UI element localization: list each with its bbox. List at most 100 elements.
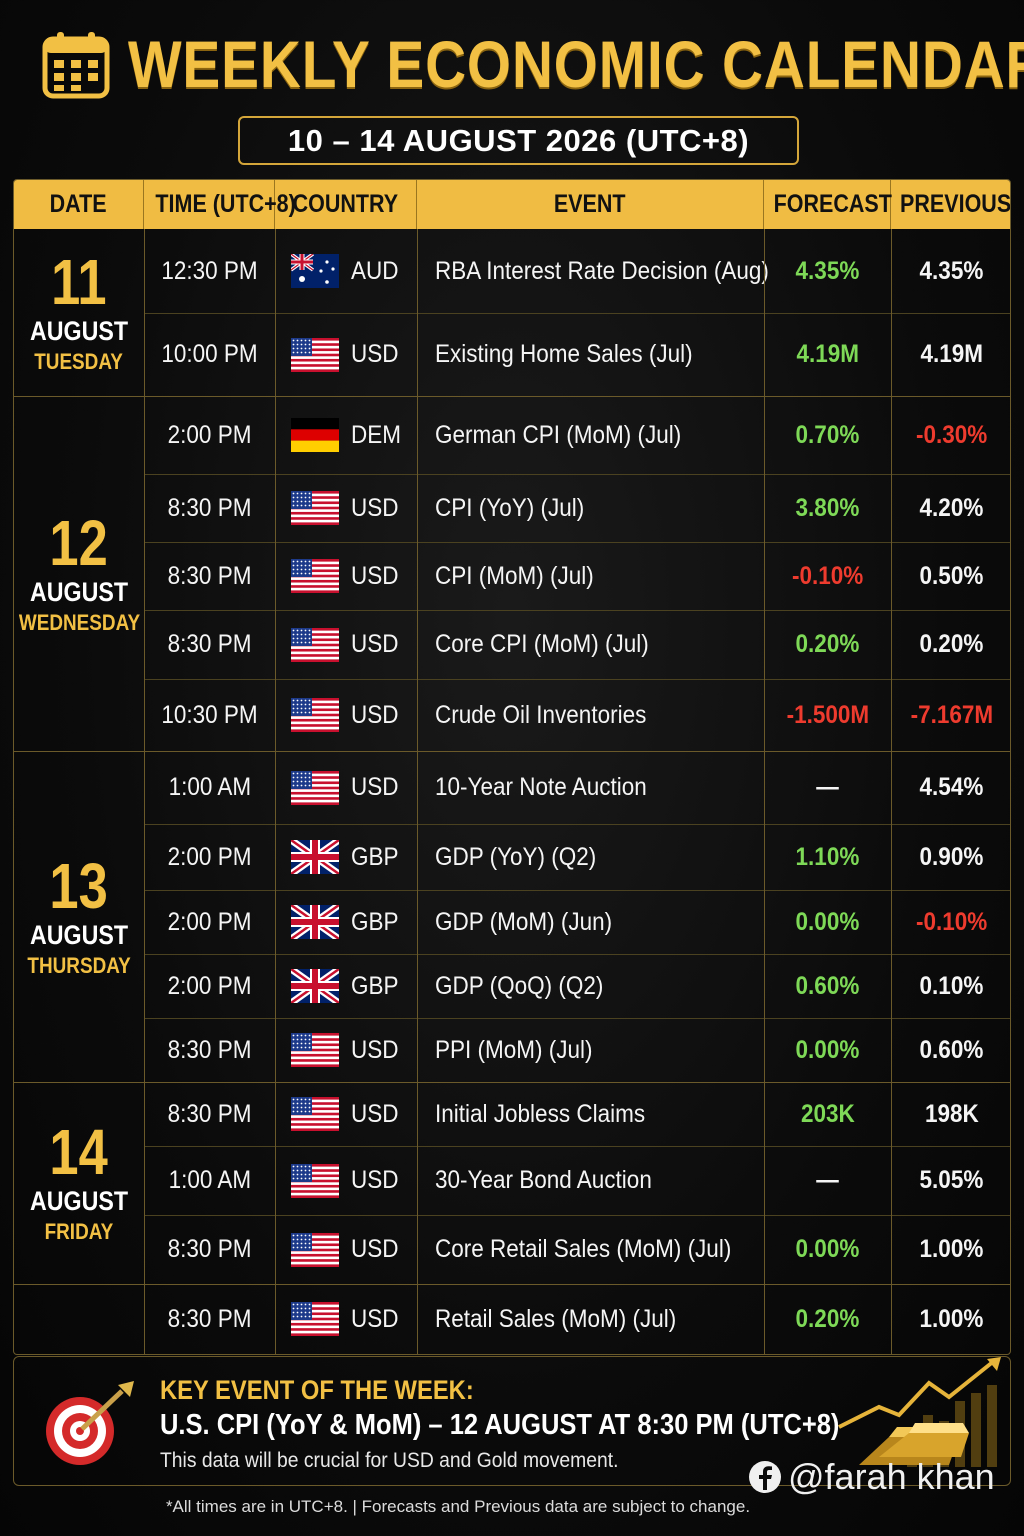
us-flag-icon: [291, 627, 339, 662]
day-cell: 14 AUGUST FRIDAY: [14, 1082, 144, 1284]
event-country-code: USD: [351, 700, 399, 729]
day-weekday: THURSDAY: [27, 952, 131, 978]
footnote: *All times are in UTC+8. | Forecasts and…: [165, 1497, 751, 1516]
column-divider: [891, 229, 892, 1354]
event-country: USD: [275, 610, 417, 679]
event-previous-value: 1.00%: [919, 1304, 984, 1333]
event-forecast: —: [764, 751, 891, 824]
event-country-code: USD: [351, 1304, 399, 1333]
event-country: USD: [275, 1284, 417, 1354]
table-row: 12:30 PM AUD RBA Interest Rate Decision (…: [144, 229, 1010, 313]
us-flag-icon: [291, 337, 339, 372]
us-flag-icon: [291, 1097, 339, 1131]
event-forecast-value: 4.19M: [796, 340, 859, 368]
event-previous: -0.30%: [891, 396, 1010, 474]
us-flag-icon: [291, 1232, 339, 1267]
column-divider: [144, 229, 145, 1354]
row-divider: [144, 824, 1010, 825]
table-row: 2:00 PM GBP GDP (MoM) (Jun) 0.00% -0.10%: [144, 890, 1010, 954]
col-header-event: EVENT: [417, 180, 764, 229]
event-previous: 5.05%: [891, 1146, 1010, 1215]
event-country-code: GBP: [351, 971, 399, 1000]
col-header-time: TIME (UTC+8): [144, 180, 296, 229]
event-time-text: 8:30 PM: [167, 1099, 252, 1128]
event-country: USD: [275, 1018, 417, 1082]
event-name: CPI (MoM) (Jul): [417, 542, 764, 610]
row-divider: [144, 1146, 1010, 1147]
event-name: GDP (YoY) (Q2): [417, 824, 764, 890]
event-previous-value: 0.20%: [919, 630, 984, 658]
day-divider: [14, 1082, 1010, 1083]
event-previous: -7.167M: [891, 679, 1010, 751]
event-previous-value: 4.54%: [919, 773, 984, 801]
event-time: 8:30 PM: [144, 474, 275, 542]
event-time: 8:30 PM: [144, 542, 275, 610]
event-forecast-value: 0.00%: [795, 907, 860, 936]
event-name: PPI (MoM) (Jul): [417, 1018, 764, 1082]
row-divider: [144, 610, 1010, 611]
table-row: 2:00 PM GBP GDP (QoQ) (Q2) 0.60% 0.10%: [144, 954, 1010, 1018]
gold-bars-chart-icon: [838, 1357, 1001, 1467]
table-row: 1:00 AM USD 10-Year Note Auction — 4.54%: [144, 751, 1010, 824]
event-time: 8:30 PM: [144, 1018, 275, 1082]
col-header-previous: PREVIOUS: [900, 190, 1011, 218]
event-time-text: 1:00 AM: [168, 1166, 251, 1194]
day-weekday: FRIDAY: [44, 1219, 114, 1244]
row-divider: [144, 313, 1010, 314]
day-number: 12: [49, 506, 109, 579]
row-divider: [144, 1215, 1010, 1216]
event-name-text: 10-Year Note Auction: [435, 773, 647, 801]
event-forecast-value: —: [816, 773, 839, 801]
facebook-icon: [749, 1461, 781, 1493]
event-forecast-value: 0.20%: [795, 1304, 860, 1333]
date-range-badge: 10 – 14 AUGUST 2026 (UTC+8): [238, 116, 799, 165]
event-name-text: Retail Sales (MoM) (Jul): [435, 1304, 677, 1333]
event-country: USD: [275, 1082, 417, 1146]
day-cell: 12 AUGUST WEDNESDAY: [14, 396, 144, 751]
event-forecast: 0.00%: [764, 890, 891, 954]
col-header-country: COUNTRY: [275, 180, 417, 229]
event-time: 8:30 PM: [144, 1215, 275, 1284]
event-country: USD: [275, 474, 417, 542]
day-month: AUGUST: [29, 1186, 129, 1216]
event-name-text: Core CPI (MoM) (Jul): [435, 630, 649, 658]
event-forecast-value: 0.00%: [795, 1235, 860, 1263]
uk-flag-icon: [291, 905, 339, 939]
day-cell: 13 AUGUST THURSDAY: [14, 751, 144, 1082]
event-name-text: PPI (MoM) (Jul): [435, 1035, 593, 1064]
table-row: 8:30 PM USD CPI (YoY) (Jul) 3.80% 4.20%: [144, 474, 1010, 542]
event-time-text: 8:30 PM: [167, 1304, 252, 1333]
event-forecast: 0.70%: [764, 396, 891, 474]
event-previous: -0.10%: [891, 890, 1010, 954]
event-previous: 4.20%: [891, 474, 1010, 542]
table-row: 8:30 PM USD CPI (MoM) (Jul) -0.10% 0.50%: [144, 542, 1010, 610]
event-previous-value: -7.167M: [910, 700, 993, 729]
row-divider: [144, 1018, 1010, 1019]
day-cell: 11 AUGUST TUESDAY: [14, 229, 144, 396]
event-name: Core CPI (MoM) (Jul): [417, 610, 764, 679]
event-forecast: 0.20%: [764, 1284, 891, 1354]
event-previous: 4.19M: [891, 313, 1010, 396]
event-time: 10:30 PM: [144, 679, 275, 751]
row-divider: [144, 474, 1010, 475]
us-flag-icon: [291, 1033, 339, 1067]
day-divider: [14, 1284, 1010, 1285]
day-month: AUGUST: [29, 315, 129, 346]
day-month: AUGUST: [29, 576, 129, 607]
us-flag-icon: [291, 1302, 339, 1336]
table-row: 10:00 PM USD Existing Home Sales (Jul) 4.19…: [144, 313, 1010, 396]
event-previous: 1.00%: [891, 1284, 1010, 1354]
event-previous: 4.54%: [891, 751, 1010, 824]
table-row: 2:00 PM GBP GDP (YoY) (Q2) 1.10% 0.90%: [144, 824, 1010, 890]
event-name-text: RBA Interest Rate Decision (Aug): [435, 256, 769, 285]
event-country: USD: [275, 542, 417, 610]
event-time: 2:00 PM: [144, 954, 275, 1018]
event-forecast: 1.10%: [764, 824, 891, 890]
event-country: GBP: [275, 890, 417, 954]
australia-flag-icon: [291, 254, 339, 288]
event-forecast-value: 0.00%: [795, 1035, 860, 1064]
table-row: 8:30 PM USD Core Retail Sales (MoM) (Jul) 0…: [144, 1215, 1010, 1284]
table-row: 8:30 PM USD Retail Sales (MoM) (Jul) 0.20% 1…: [144, 1284, 1010, 1354]
event-time: 8:30 PM: [144, 610, 275, 679]
event-country-code: GBP: [351, 842, 399, 871]
